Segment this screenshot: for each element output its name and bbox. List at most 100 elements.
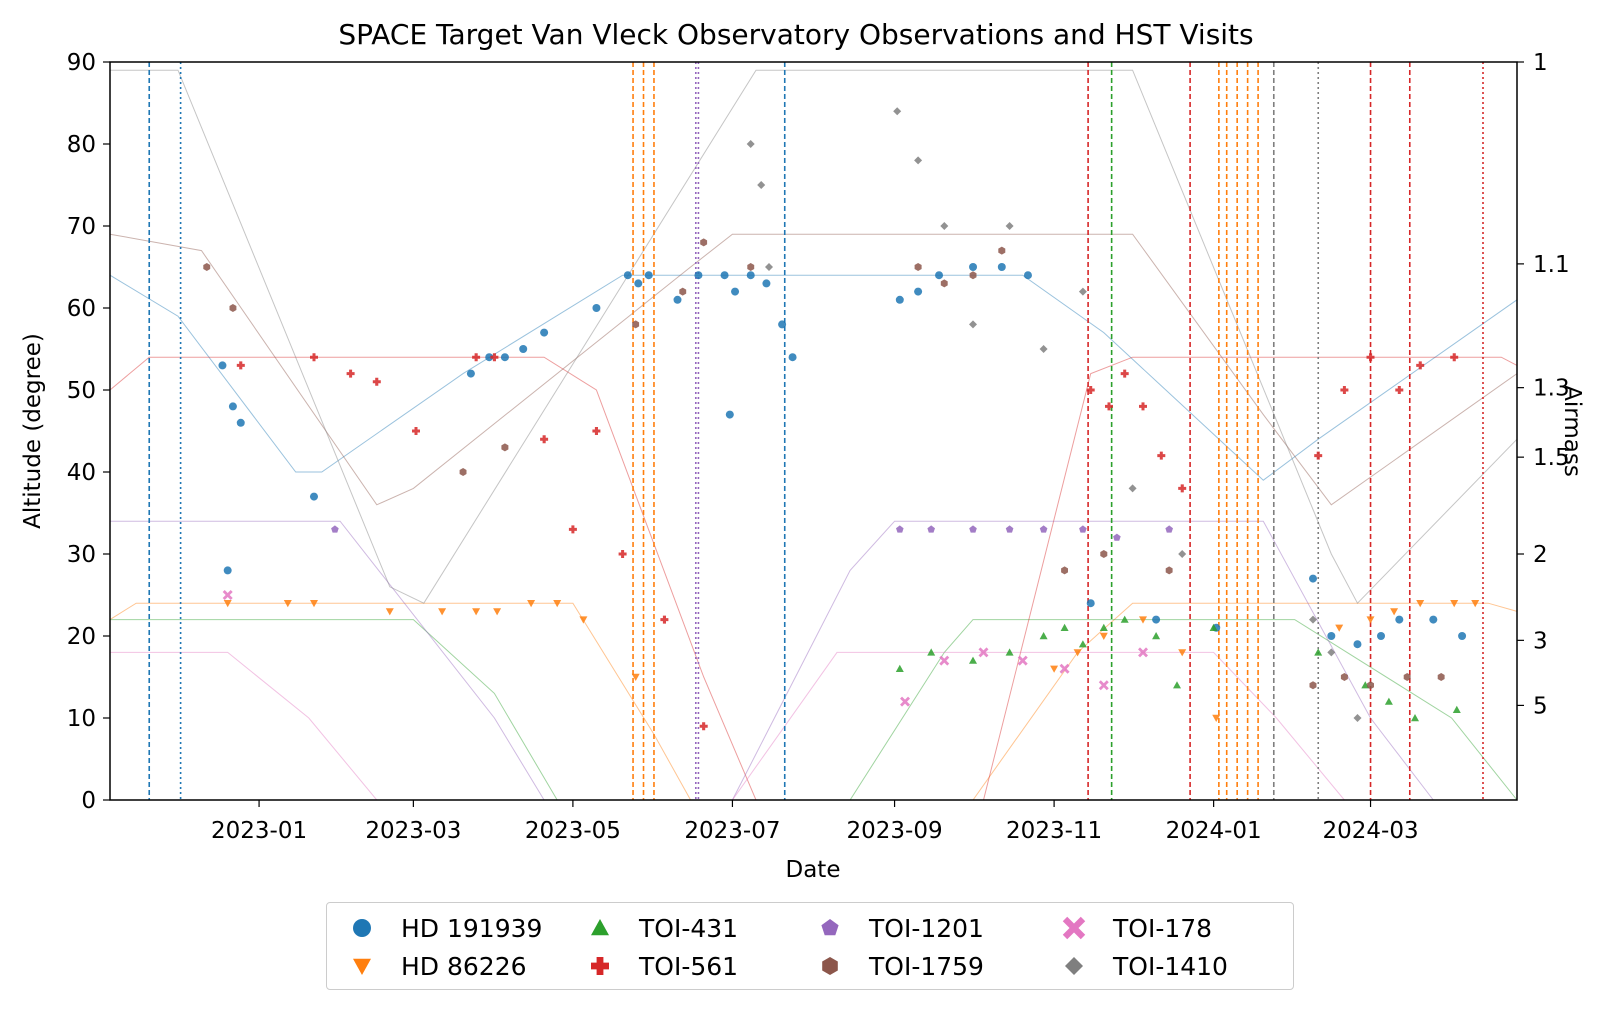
max-altitude-curve-2 — [110, 619, 1518, 801]
chart-title: SPACE Target Van Vleck Observatory Obser… — [338, 18, 1253, 51]
point-3-5 — [472, 353, 481, 362]
point-0-36 — [1395, 615, 1404, 624]
point-0-18 — [746, 271, 755, 280]
point-6-2 — [939, 655, 950, 666]
y2-tick-label-1: 1.1 — [1533, 252, 1570, 278]
point-4-8 — [1165, 525, 1173, 533]
point-0-23 — [895, 295, 904, 304]
x-tick-label-5: 2023-11 — [1006, 818, 1102, 844]
legend-label: TOI-1759 — [869, 951, 984, 981]
legend-marker — [821, 919, 839, 936]
point-0-14 — [673, 295, 682, 304]
point-7-0 — [746, 140, 755, 148]
series-6 — [222, 590, 1149, 707]
observation-points — [203, 107, 1480, 731]
point-6-5 — [1059, 663, 1070, 674]
point-2-8 — [1120, 615, 1129, 623]
point-0-2 — [236, 418, 245, 427]
y-axis-right: 1 1.1 1.3 1.5 2 3 5 — [1517, 50, 1570, 719]
series-2 — [895, 615, 1461, 722]
legend-marker-shape — [353, 919, 371, 937]
point-0-0 — [218, 361, 227, 370]
point-0-20 — [778, 320, 787, 329]
point-1-15 — [1178, 649, 1187, 657]
x-tick-label-3: 2023-07 — [684, 818, 780, 844]
point-6-0-b — [222, 590, 233, 600]
point-5-0 — [203, 263, 211, 271]
point-7-2 — [765, 263, 773, 271]
legend-marker-shape — [353, 958, 371, 975]
legend-marker — [1065, 957, 1083, 975]
series-3 — [236, 353, 1459, 731]
point-3-10 — [618, 550, 627, 558]
point-3-6 — [490, 353, 499, 362]
legend-label: TOI-1410 — [1113, 951, 1228, 981]
legend-label: TOI-431 — [639, 913, 739, 943]
series-5 — [203, 238, 1445, 690]
point-0-13 — [644, 271, 653, 280]
point-1-9 — [579, 616, 588, 624]
legend-marker-shape — [822, 957, 838, 975]
y-tick-label-9: 90 — [67, 50, 96, 76]
point-3-0 — [236, 361, 245, 370]
max-altitude-curve-0 — [109, 274, 1518, 481]
point-1-13 — [1099, 632, 1108, 640]
x-tick-label-6: 2024-01 — [1166, 818, 1262, 844]
point-4-0 — [331, 525, 339, 533]
point-1-10 — [631, 673, 640, 681]
point-6-6-b — [1098, 680, 1109, 691]
point-5-12 — [1061, 566, 1068, 575]
point-3-20 — [1340, 386, 1349, 394]
point-0-38 — [1458, 632, 1467, 640]
point-6-4 — [1017, 655, 1028, 666]
max-altitude-curve-4 — [110, 520, 1434, 801]
point-0-17 — [731, 287, 740, 296]
legend-item: TOI-431 — [585, 913, 815, 943]
legend-item: TOI-1759 — [815, 951, 1059, 981]
max-altitude-curve-1 — [109, 602, 1518, 801]
point-0-1 — [228, 402, 237, 411]
point-0-15 — [694, 271, 703, 280]
x-tick-label-0: 2023-01 — [211, 818, 307, 844]
point-5-8 — [914, 263, 922, 271]
point-1-14 — [1139, 616, 1147, 624]
point-0-10 — [592, 304, 601, 312]
point-5-17 — [1367, 681, 1374, 690]
legend-marker-shape-b — [1062, 916, 1086, 940]
y2-tick-label-4: 2 — [1533, 542, 1548, 568]
point-1-21 — [1450, 600, 1459, 608]
point-5-5 — [679, 287, 687, 296]
point-2-6 — [1078, 640, 1087, 648]
point-3-17 — [1157, 451, 1166, 460]
point-4-4 — [1005, 525, 1014, 533]
point-2-5 — [1060, 623, 1069, 631]
point-2-11 — [1209, 623, 1218, 631]
point-0-11 — [623, 271, 632, 280]
altitude-chart: SPACE Target Van Vleck Observatory Obser… — [20, 18, 1585, 883]
point-0-27 — [997, 263, 1006, 271]
point-2-15 — [1411, 714, 1419, 722]
point-3-11 — [660, 615, 669, 624]
series-1 — [223, 600, 1480, 722]
x-tick-label-7: 2024-03 — [1322, 818, 1418, 844]
point-7-3 — [893, 107, 902, 116]
y2-tick-label-3: 1.5 — [1533, 445, 1570, 471]
point-7-8 — [1039, 345, 1048, 353]
max-altitude-curve-6 — [110, 651, 1345, 801]
point-5-18 — [1403, 673, 1411, 681]
y2-tick-label-0: 1 — [1533, 50, 1548, 76]
legend-item: HD 191939 — [347, 913, 585, 943]
x-tick-label-4: 2023-09 — [847, 818, 943, 844]
point-5-3 — [501, 443, 509, 452]
point-6-7 — [1138, 647, 1149, 658]
legend-item: TOI-1201 — [815, 913, 1059, 943]
legend-grid: HD 191939 TOI-431 TOI-1201 TOI-178 HD 86226 T… — [347, 913, 1289, 981]
point-7-11 — [1178, 550, 1187, 558]
point-7-13 — [1327, 648, 1336, 657]
point-5-1 — [229, 304, 237, 312]
point-6-1 — [900, 696, 911, 707]
hst-visit-lines — [148, 62, 1484, 800]
point-1-4 — [438, 608, 447, 616]
y2-tick-label-2: 1.3 — [1533, 376, 1570, 402]
y2-tick-label-5: 3 — [1533, 628, 1548, 654]
